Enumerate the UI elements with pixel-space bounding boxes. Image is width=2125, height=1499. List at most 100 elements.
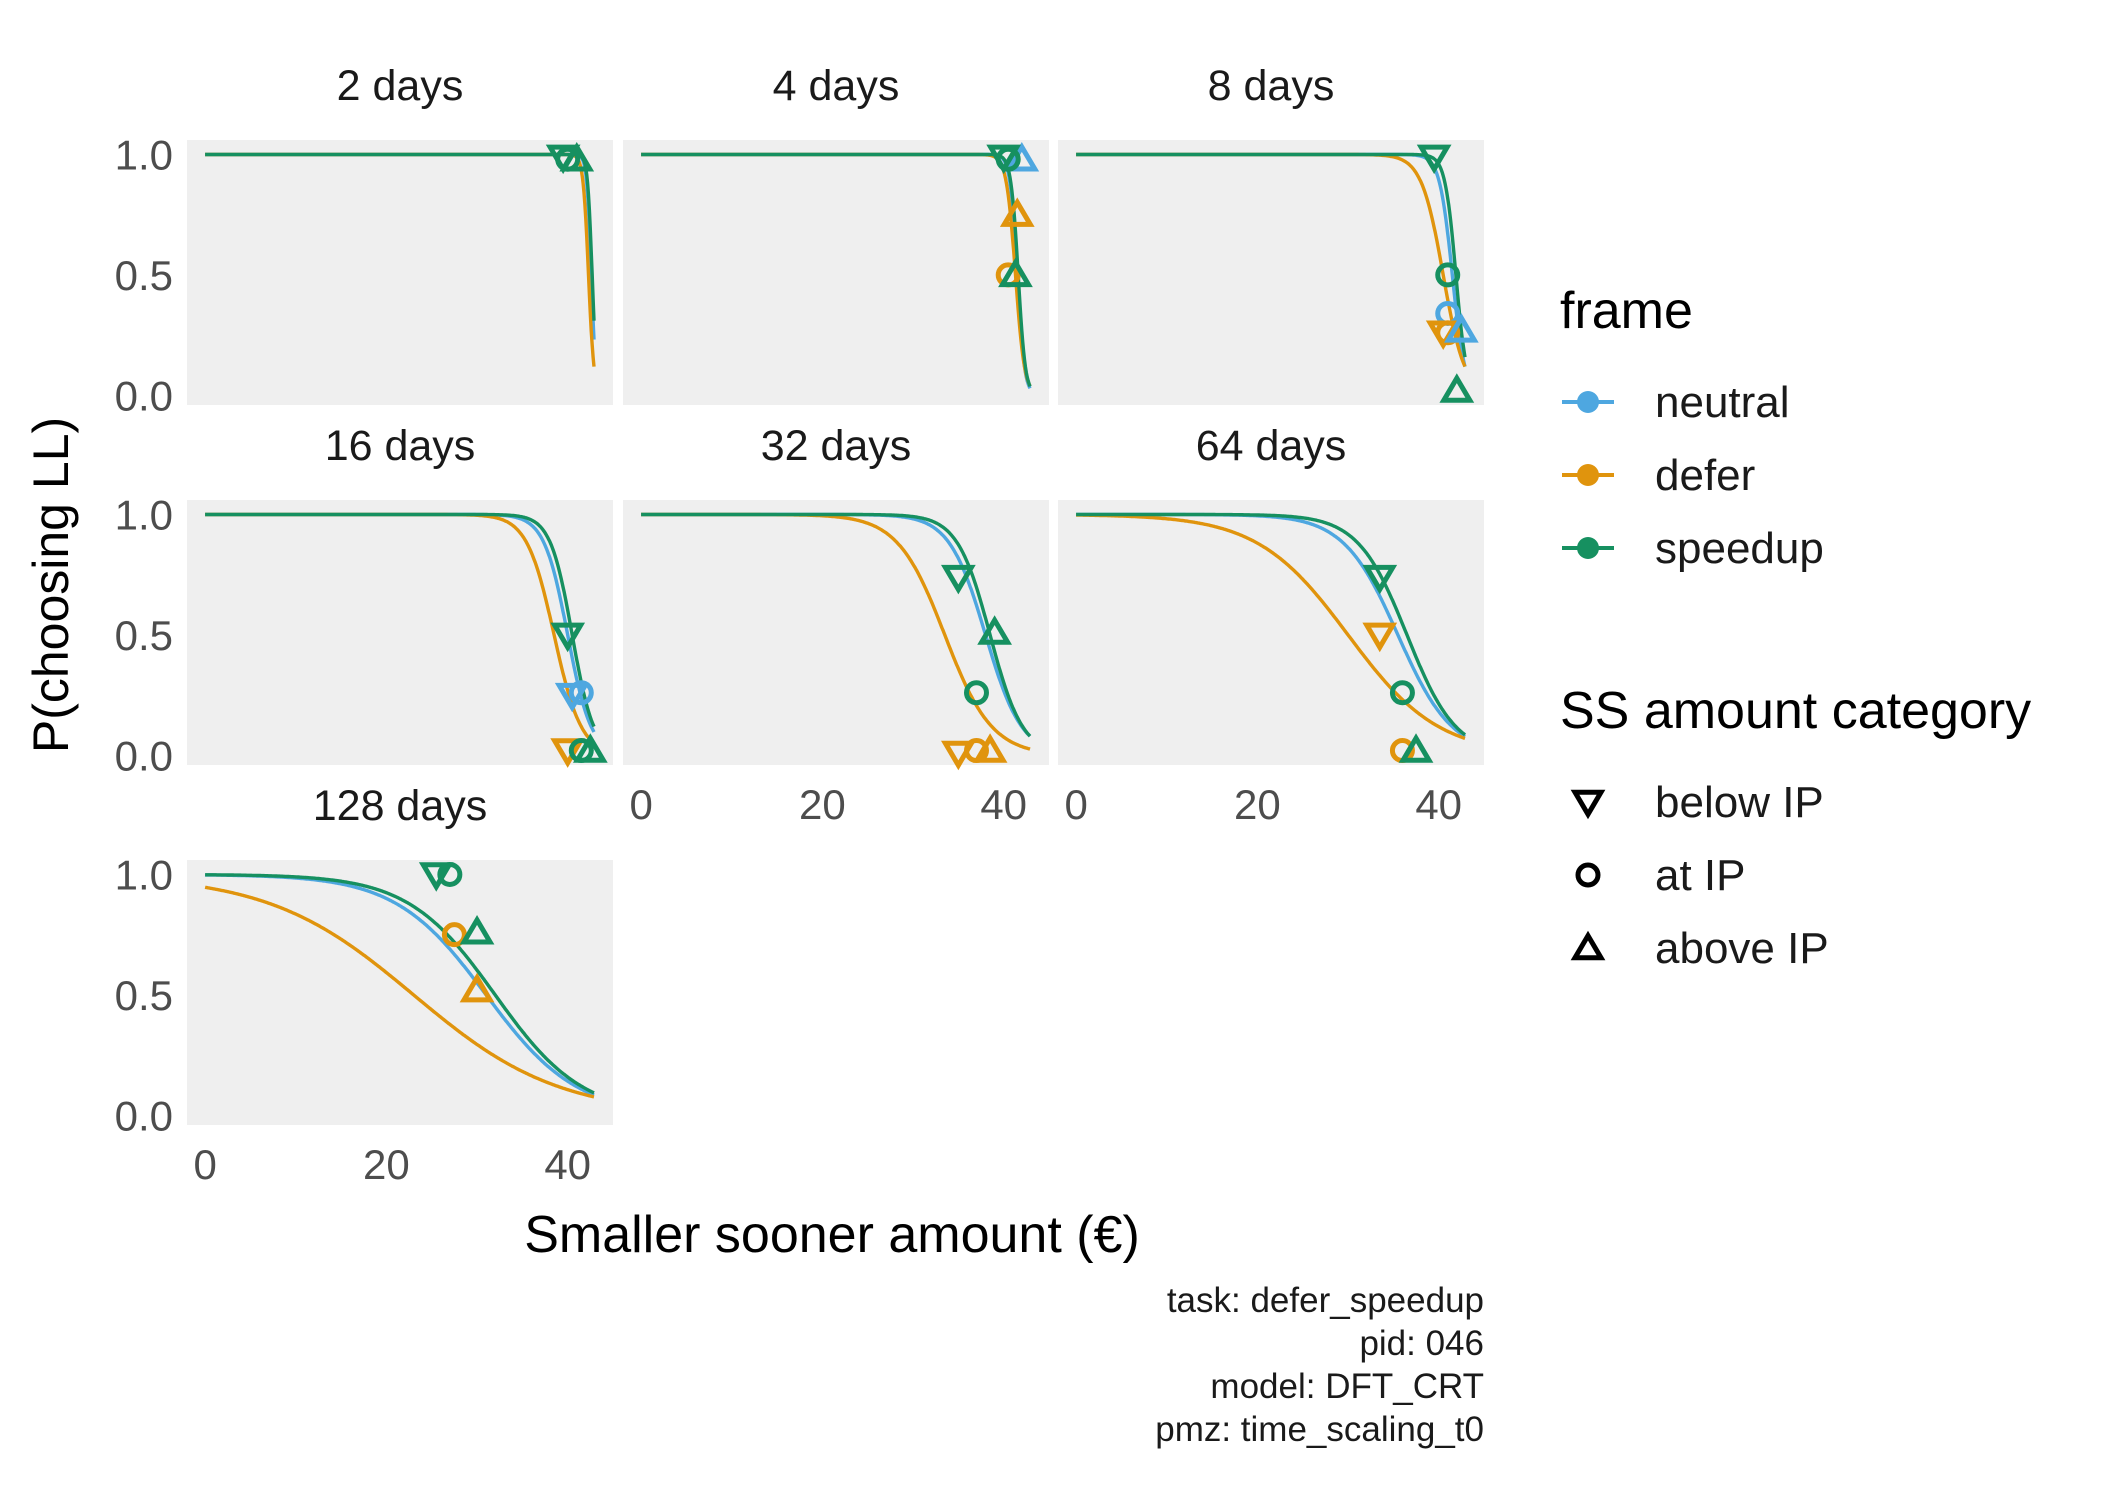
y-tick-label: 0.0 [115,372,173,419]
x-tick-label: 20 [363,1141,410,1188]
legend-dot-defer [1577,464,1599,486]
legend: frame neutral defer speedup SS amount catego… [1560,282,2031,973]
y-tick-label: 0.5 [115,612,173,659]
panel-plot-area [641,152,1032,390]
y-tick-label: 0.0 [115,1092,173,1139]
panel-background [623,500,1049,765]
point-speedup-below [418,862,454,892]
point-speedup-at [995,146,1021,172]
caption-line: pmz: time_scaling_t0 [1155,1410,1484,1449]
legend-label-speedup: speedup [1655,524,1824,573]
panel-5: 32 days 0 20 40 [623,422,1049,828]
x-tick-label: 40 [980,781,1027,828]
y-tick-label: 1.0 [115,491,173,538]
x-tick-label: 20 [1234,781,1281,828]
point-speedup-above [977,615,1012,645]
legend-label-above: above IP [1655,924,1829,973]
point-speedup-below [550,622,586,653]
curve-speedup [205,873,595,1095]
y-tick-label: 0.5 [115,972,173,1019]
curve-speedup [205,152,596,321]
panel-background [187,500,613,765]
point-speedup-above [1398,733,1434,763]
point-speedup-above [1439,373,1475,403]
point-neutral-above [1004,141,1040,172]
panel-plot-area [204,873,595,1099]
legend-marker-at [1575,862,1601,888]
panel-background [1058,140,1484,405]
x-tick-label: 0 [629,781,652,828]
point-defer-at [441,922,467,948]
point-neutral-at [568,680,594,706]
point-defer-above [459,972,495,1003]
caption-line: pid: 046 [1359,1324,1484,1363]
caption: task: defer_speedup pid: 046 model: DFT_CR… [1155,1281,1484,1449]
point-speedup-above [559,141,595,172]
panel-background [623,140,1049,405]
point-defer-below [550,738,586,768]
curve-speedup [1076,512,1467,737]
y-axis-title: P(choosing LL) [23,417,79,753]
panel-background [187,140,613,405]
point-defer-above [999,197,1035,227]
x-tick-label: 40 [544,1141,591,1188]
panel-7: 128 days 0.0 0.5 1.0 0 20 40 [115,782,613,1188]
panel-title: 16 days [325,422,476,470]
point-speedup-above [572,733,608,763]
panel-title: 128 days [313,782,488,830]
point-speedup-above [459,914,495,945]
point-speedup-at [437,861,463,887]
panel-title: 4 days [773,62,900,110]
y-tick-label: 1.0 [115,131,173,178]
y-tick-label: 1.0 [115,851,173,898]
panel-2: 4 days [623,62,1049,405]
legend-label-below: below IP [1655,778,1824,827]
point-speedup-above [998,257,1033,288]
x-axis-title: Smaller sooner amount (€) [524,1206,1140,1264]
panel-title: 2 days [337,62,464,110]
curve-defer [204,885,595,1099]
x-tick-label: 0 [193,1141,216,1188]
point-speedup-at [1389,680,1415,706]
legend-label-neutral: neutral [1655,378,1790,427]
point-speedup-at [963,680,989,706]
point-speedup-below [1362,564,1398,595]
panel-3: 8 days [1058,62,1484,405]
curve-speedup [641,512,1032,738]
curve-speedup [641,152,1032,387]
curve-defer [1076,513,1466,741]
point-speedup-below [1416,144,1452,175]
panel-title: 32 days [761,422,912,470]
legend-marker-above [1570,930,1606,961]
panel-6: 64 days 0 20 40 [1058,422,1484,828]
point-speedup-below [940,564,976,595]
point-speedup-at [1435,262,1461,288]
panel-4: 16 days 0.0 0.5 1.0 [115,422,613,779]
legend-shape-title: SS amount category [1560,682,2031,740]
legend-label-defer: defer [1655,451,1755,500]
panel-plot-area [1076,512,1467,741]
panel-plot-area [205,512,596,745]
point-defer-above [972,733,1008,763]
panel-plot-area [1076,152,1467,368]
caption-line: task: defer_speedup [1167,1281,1484,1320]
panel-title: 64 days [1196,422,1347,470]
x-tick-label: 40 [1415,781,1462,828]
panel-title: 8 days [1208,62,1335,110]
legend-dot-neutral [1577,391,1599,413]
legend-dot-speedup [1577,537,1599,559]
point-neutral-above [1443,313,1479,343]
panel-plot-area [205,152,596,367]
panel-background [1058,500,1484,765]
curve-speedup [205,512,596,728]
x-tick-label: 20 [799,781,846,828]
panel-1: 2 days 0.0 0.5 1.0 [115,62,613,419]
point-defer-at [1435,320,1461,346]
curve-speedup [1076,152,1467,358]
x-tick-label: 0 [1064,781,1087,828]
legend-frame-title: frame [1560,282,1693,340]
point-defer-below [1362,622,1398,653]
caption-line: model: DFT_CRT [1210,1367,1484,1406]
legend-label-at: at IP [1655,851,1746,900]
